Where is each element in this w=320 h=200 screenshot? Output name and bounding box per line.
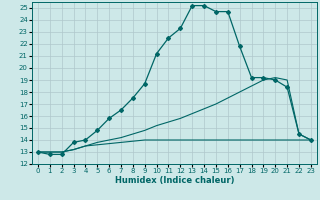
X-axis label: Humidex (Indice chaleur): Humidex (Indice chaleur) (115, 176, 234, 185)
